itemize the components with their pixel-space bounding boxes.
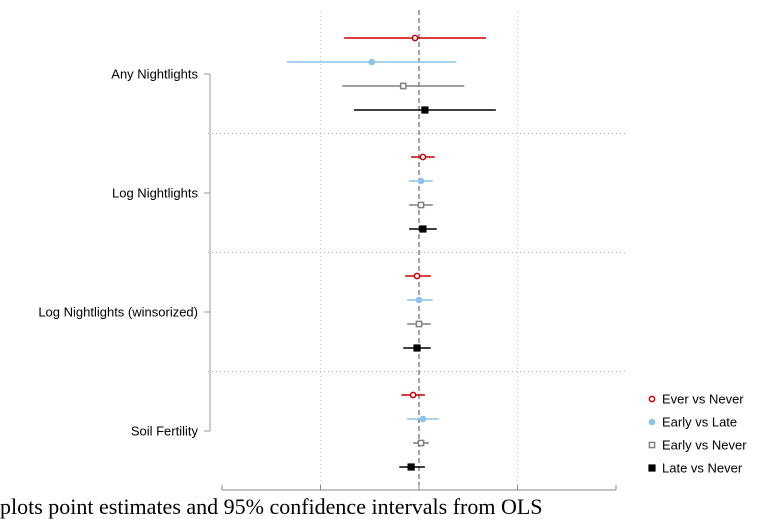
point-estimate-s3-g0 bbox=[421, 106, 429, 114]
point-estimate-s2-g3 bbox=[417, 439, 425, 447]
point-estimate-s1-g1 bbox=[417, 177, 425, 185]
x-axis: -1 -.5 0 .5 1 bbox=[216, 485, 620, 496]
point-estimate-s2-g2 bbox=[415, 320, 423, 328]
legend-label-1: Early vs Late bbox=[662, 415, 737, 430]
legend-marker-0 bbox=[648, 395, 656, 403]
forest-plot: Any Nightlights Log Nightlights Log Nightl… bbox=[38, 10, 747, 496]
x-tick-label-4: 1 bbox=[612, 493, 619, 496]
point-estimate-s3-g3 bbox=[407, 463, 415, 471]
x-tick-label-3: .5 bbox=[512, 493, 523, 496]
figure-caption: plots point estimates and 95% confidence… bbox=[0, 496, 543, 519]
point-estimate-s2-g1 bbox=[417, 201, 425, 209]
x-tick-label-2: 0 bbox=[415, 493, 422, 496]
point-estimate-s0-g0 bbox=[411, 34, 419, 42]
point-estimate-s2-g0 bbox=[399, 82, 407, 90]
point-estimate-s3-g2 bbox=[413, 344, 421, 352]
legend-marker-2 bbox=[648, 441, 656, 449]
point-estimate-s1-g0 bbox=[368, 58, 376, 66]
legend: Ever vs Never Early vs Late Early vs Never… bbox=[648, 392, 747, 476]
point-estimate-s3-g1 bbox=[419, 225, 427, 233]
series-marks bbox=[287, 34, 496, 471]
category-label-3: Soil Fertility bbox=[131, 424, 199, 439]
category-labels: Any Nightlights Log Nightlights Log Nightl… bbox=[38, 67, 198, 439]
category-bracket bbox=[204, 73, 211, 432]
point-estimate-s1-g2 bbox=[415, 296, 423, 304]
point-estimate-s0-g1 bbox=[419, 153, 427, 161]
group-separators bbox=[208, 133, 628, 372]
point-estimate-s1-g3 bbox=[419, 415, 427, 423]
legend-label-0: Ever vs Never bbox=[662, 392, 744, 407]
category-label-2: Log Nightlights (winsorized) bbox=[38, 305, 198, 320]
legend-marker-3 bbox=[648, 464, 656, 472]
legend-label-2: Early vs Never bbox=[662, 438, 747, 453]
legend-marker-1 bbox=[648, 418, 656, 426]
x-tick-label-1: -.5 bbox=[313, 493, 328, 496]
point-estimate-s0-g2 bbox=[413, 272, 421, 280]
legend-label-3: Late vs Never bbox=[662, 461, 743, 476]
category-label-0: Any Nightlights bbox=[111, 67, 198, 82]
point-estimate-s0-g3 bbox=[409, 391, 417, 399]
category-label-1: Log Nightlights bbox=[112, 186, 198, 201]
x-tick-label-0: -1 bbox=[216, 493, 228, 496]
